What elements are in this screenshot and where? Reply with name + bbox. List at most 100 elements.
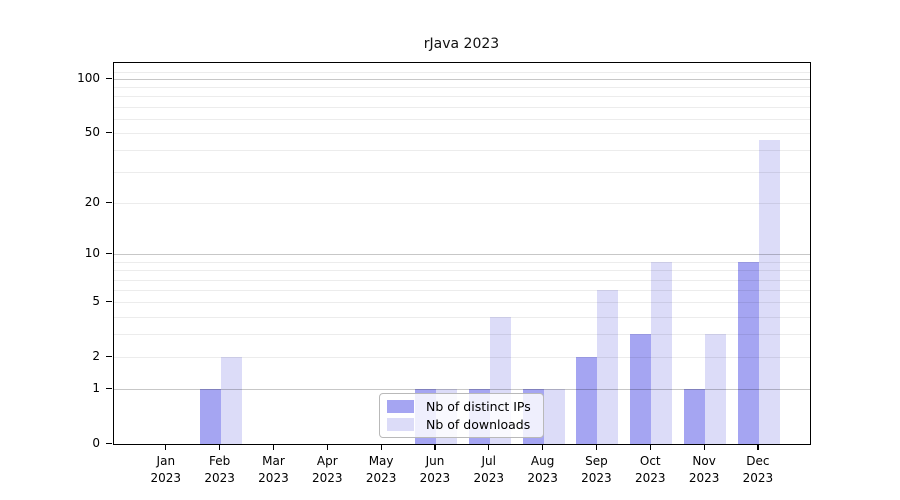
- major-gridline-10: [114, 254, 810, 256]
- x-label-year: 2023: [473, 471, 505, 485]
- minor-gridline-3: [114, 334, 810, 336]
- y-axis-label-50: 50: [84, 125, 100, 140]
- x-axis-label-sep: Sep 2023: [568, 453, 624, 487]
- x-label-year: 2023: [634, 471, 666, 485]
- minor-gridline-5: [114, 302, 810, 304]
- y-axis-label-5: 5: [92, 294, 100, 309]
- x-label-month: Sep: [585, 454, 608, 468]
- bar-ips-dec: [737, 261, 759, 444]
- minor-gridline-110: [114, 71, 810, 73]
- x-axis-tick-sep: [595, 445, 598, 450]
- minor-gridline-7: [114, 279, 810, 281]
- x-label-year: 2023: [150, 471, 182, 485]
- major-gridline-1: [114, 389, 810, 391]
- x-axis-label-jan: Jan 2023: [138, 453, 194, 487]
- legend-swatch-downloads: [387, 418, 414, 431]
- legend: Nb of distinct IPs Nb of downloads: [379, 393, 544, 438]
- x-axis-label-mar: Mar 2023: [245, 453, 301, 487]
- y-axis-tick-20: [106, 201, 112, 203]
- minor-gridline-80: [114, 96, 810, 98]
- x-label-year: 2023: [258, 471, 289, 485]
- x-axis-label-feb: Feb 2023: [192, 453, 248, 487]
- y-axis-tick-5: [106, 300, 112, 302]
- x-label-month: Jun: [425, 454, 445, 468]
- minor-gridline-40: [114, 150, 810, 152]
- legend-swatch-distinct-ips: [387, 400, 414, 413]
- x-axis-tick-may: [380, 445, 382, 450]
- plot-area: [113, 62, 811, 445]
- x-label-month: Oct: [639, 454, 661, 468]
- minor-gridline-8: [114, 270, 810, 272]
- bar-ips-feb: [199, 389, 221, 444]
- x-axis-tick-jul: [488, 445, 490, 450]
- x-axis-tick-apr: [326, 445, 328, 450]
- x-axis-tick-nov: [703, 445, 705, 450]
- x-axis-tick-dec: [757, 445, 759, 450]
- x-label-year: 2023: [742, 471, 774, 485]
- y-axis-label-10: 10: [84, 246, 100, 261]
- major-gridline-100: [114, 79, 810, 80]
- minor-gridline-50: [114, 133, 810, 135]
- minor-gridline-6: [114, 290, 810, 292]
- y-axis-tick-100: [106, 77, 112, 79]
- bar-downloads-oct: [651, 261, 673, 444]
- minor-gridline-60: [114, 118, 810, 120]
- x-axis-label-oct: Oct 2023: [622, 453, 678, 487]
- minor-gridline-70: [114, 106, 810, 108]
- x-label-month: Mar: [262, 454, 285, 468]
- bar-downloads-feb: [220, 357, 242, 444]
- x-axis-tick-oct: [649, 445, 651, 450]
- x-label-year: 2023: [365, 471, 397, 485]
- x-label-year: 2023: [688, 471, 720, 485]
- x-label-month: Jul: [481, 454, 496, 468]
- minor-gridline-2: [114, 357, 810, 359]
- x-axis-tick-jan: [165, 445, 167, 450]
- y-axis-label-100: 100: [77, 71, 100, 85]
- legend-label-distinct-ips: Nb of distinct IPs: [426, 399, 531, 414]
- x-label-year: 2023: [204, 471, 235, 485]
- x-axis-label-jul: Jul 2023: [461, 453, 517, 487]
- x-label-month: Nov: [692, 454, 716, 468]
- x-axis-tick-feb: [219, 445, 221, 450]
- y-axis-label-1: 1: [92, 381, 100, 396]
- x-label-month: Apr: [316, 454, 338, 468]
- y-axis-label-0: 0: [92, 436, 100, 450]
- legend-label-downloads: Nb of downloads: [426, 417, 531, 432]
- x-axis-label-dec: Dec 2023: [730, 453, 786, 487]
- y-axis-tick-0: [106, 442, 112, 444]
- bar-ips-sep: [576, 357, 598, 444]
- x-axis-tick-aug: [542, 445, 544, 450]
- x-label-month: Jan: [156, 454, 176, 468]
- bar-downloads-dec: [758, 139, 780, 444]
- x-label-year: 2023: [581, 471, 612, 485]
- bar-downloads-aug: [543, 389, 565, 444]
- y-axis-label-2: 2: [92, 349, 100, 364]
- x-label-year: 2023: [312, 471, 343, 485]
- x-label-month: Aug: [530, 454, 555, 468]
- minor-gridline-90: [114, 87, 810, 89]
- minor-gridline-20: [114, 203, 810, 205]
- bar-downloads-nov: [705, 334, 727, 444]
- y-axis-tick-2: [106, 355, 112, 357]
- y-axis-tick-1: [106, 387, 112, 389]
- bar-ips-nov: [684, 389, 706, 444]
- minor-gridline-9: [114, 261, 810, 263]
- minor-gridline-4: [114, 316, 810, 318]
- chart-title: rJava 2023: [423, 36, 500, 52]
- legend-item-distinct-ips: Nb of distinct IPs: [387, 399, 543, 414]
- minor-gridline-30: [114, 172, 810, 174]
- x-axis-label-aug: Aug 2023: [515, 453, 571, 487]
- x-label-month: Dec: [746, 454, 770, 468]
- x-axis-label-jun: Jun 2023: [407, 453, 463, 487]
- x-axis-label-apr: Apr 2023: [299, 453, 355, 487]
- x-label-month: May: [368, 454, 394, 468]
- y-axis-tick-10: [106, 252, 112, 255]
- y-axis-label-20: 20: [84, 195, 100, 210]
- x-axis-label-nov: Nov 2023: [676, 453, 732, 487]
- y-axis-tick-50: [106, 131, 112, 133]
- x-axis-tick-mar: [272, 445, 275, 450]
- bar-downloads-sep: [597, 290, 619, 444]
- x-label-month: Feb: [209, 454, 231, 468]
- bar-ips-oct: [630, 334, 652, 444]
